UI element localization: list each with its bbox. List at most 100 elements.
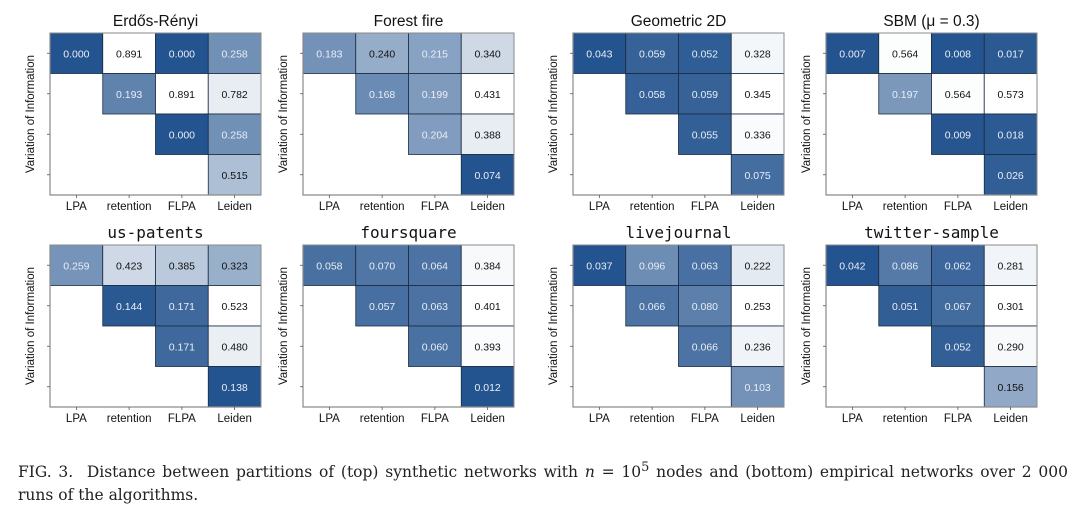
heatmap-cell	[408, 73, 462, 115]
heatmap-cell	[625, 73, 679, 115]
axis-frame-top	[826, 32, 1038, 195]
axis-frame-top	[50, 244, 262, 407]
heatmap-cell	[207, 154, 262, 196]
heatmap-cell	[155, 113, 209, 155]
cell-value-label: 0.323	[221, 260, 247, 272]
heatmap-cell	[102, 32, 156, 74]
cell-value-label: 0.388	[474, 129, 500, 141]
x-tick-label: retention	[883, 413, 928, 425]
cell-value-label: 0.197	[892, 89, 918, 101]
panel-title: Forest fire	[374, 13, 444, 30]
figure-caption: FIG. 3. Distance between partitions of (…	[18, 456, 1068, 507]
cell-value-label: 0.564	[945, 89, 971, 101]
heatmap-cell	[102, 244, 156, 286]
cell-value-label: 0.096	[639, 260, 665, 272]
heatmap-cell	[155, 73, 209, 115]
x-tick-label: LPA	[66, 413, 87, 425]
axis-frame	[49, 245, 261, 408]
cell-value-label: 0.328	[744, 48, 770, 60]
panel-title: livejournal	[626, 223, 732, 242]
cell-value-label: 0.523	[221, 301, 247, 313]
x-tick-label: retention	[360, 413, 405, 425]
cell-value-label: 0.171	[169, 301, 195, 313]
heatmap-cell	[678, 325, 732, 367]
axis-frame	[572, 245, 784, 408]
heatmap-cell	[730, 113, 785, 155]
heatmap-cell	[155, 285, 209, 327]
axis-frame	[302, 33, 514, 196]
y-axis-label: Variation of Information	[25, 267, 37, 385]
heatmap-cell	[983, 113, 1038, 155]
heatmap-cell	[355, 32, 409, 74]
heatmap-cell	[49, 32, 104, 74]
x-tick-label: FLPA	[691, 413, 719, 425]
heatmap-cell	[408, 32, 462, 74]
heatmap-cell	[460, 113, 515, 155]
cell-value-label: 0.782	[221, 89, 247, 101]
heatmap-cell	[207, 325, 262, 367]
y-axis-label: Variation of Information	[801, 55, 813, 173]
cell-value-label: 0.059	[692, 89, 718, 101]
cell-value-label: 0.009	[945, 129, 971, 141]
cell-value-label: 0.345	[744, 89, 770, 101]
cell-value-label: 0.000	[169, 129, 195, 141]
cell-value-label: 0.564	[892, 48, 918, 60]
cell-value-label: 0.063	[422, 301, 448, 313]
x-tick-label: Leiden	[740, 413, 775, 425]
heatmap-cell	[408, 325, 462, 367]
caption-text-1: Distance between partitions of (top) syn…	[86, 463, 579, 482]
axis-frame	[825, 245, 1037, 408]
heatmap-cell	[825, 244, 880, 286]
x-tick-label: Leiden	[217, 201, 252, 213]
cell-value-label: 0.070	[369, 260, 395, 272]
cell-value-label: 0.891	[169, 89, 195, 101]
cell-value-label: 0.171	[169, 341, 195, 353]
heatmap-figure: Erdős-Rényi 0.000 0.891 0.000 0.258 0.193 0.89…	[25, 13, 1038, 425]
cell-value-label: 0.301	[997, 301, 1023, 313]
cell-value-label: 0.018	[997, 129, 1023, 141]
axis-frame-top	[826, 244, 1038, 407]
cell-value-label: 0.017	[997, 48, 1023, 60]
heatmap-cell	[931, 325, 985, 367]
x-tick-label: FLPA	[421, 413, 449, 425]
y-axis-label: Variation of Information	[278, 267, 290, 385]
heatmap-cell	[102, 73, 156, 115]
cell-value-label: 0.199	[422, 89, 448, 101]
cell-value-label: 0.393	[474, 341, 500, 353]
cell-value-label: 0.060	[422, 341, 448, 353]
x-tick-label: LPA	[589, 201, 610, 213]
x-tick-label: retention	[360, 201, 405, 213]
cell-value-label: 0.340	[474, 48, 500, 60]
cell-value-label: 0.240	[369, 48, 395, 60]
heatmap-cell	[730, 73, 785, 115]
x-tick-label: Leiden	[217, 413, 252, 425]
cell-value-label: 0.026	[997, 170, 1023, 182]
heatmap-cell	[931, 32, 985, 74]
panel-title: Geometric 2D	[631, 13, 727, 30]
caption-text-2: nodes and (bottom) empirical networks ov…	[18, 463, 1068, 505]
cell-value-label: 0.051	[892, 301, 918, 313]
cell-value-label: 0.515	[221, 170, 247, 182]
cell-value-label: 0.074	[474, 170, 500, 182]
x-tick-label: FLPA	[944, 201, 972, 213]
x-tick-label: FLPA	[168, 201, 196, 213]
cell-value-label: 0.080	[692, 301, 718, 313]
panel-title: SBM (μ = 0.3)	[883, 13, 979, 30]
cell-value-label: 0.086	[892, 260, 918, 272]
axis-frame-top	[303, 32, 515, 195]
x-tick-label: retention	[883, 201, 928, 213]
cell-value-label: 0.007	[839, 48, 865, 60]
y-axis-label: Variation of Information	[548, 267, 560, 385]
cell-value-label: 0.042	[839, 260, 865, 272]
heatmap-cell	[408, 113, 462, 155]
x-tick-label: Leiden	[470, 201, 505, 213]
cell-value-label: 0.253	[744, 301, 770, 313]
heatmap-cell	[983, 32, 1038, 74]
x-tick-label: Leiden	[740, 201, 775, 213]
cell-value-label: 0.236	[744, 341, 770, 353]
cell-value-label: 0.066	[692, 341, 718, 353]
x-tick-label: retention	[630, 201, 675, 213]
cell-value-label: 0.168	[369, 89, 395, 101]
heatmap-cell	[625, 244, 679, 286]
axis-frame-top	[303, 244, 515, 407]
